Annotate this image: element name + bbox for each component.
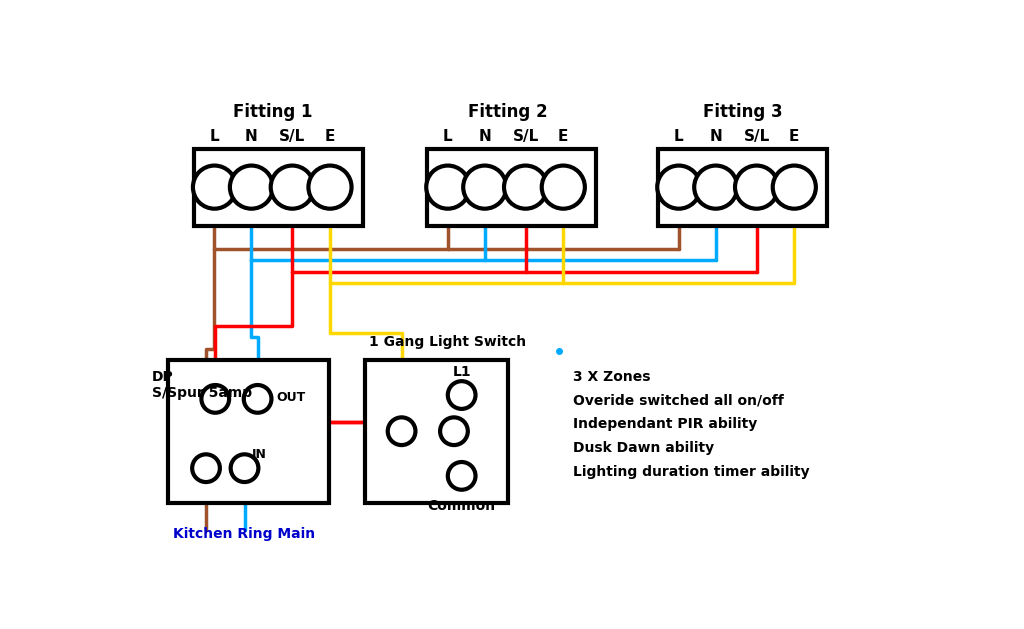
Text: E: E [558, 129, 568, 144]
Circle shape [463, 165, 506, 209]
Text: 3 X Zones
Overide switched all on/off
Independant PIR ability
Dusk Dawn ability
: 3 X Zones Overide switched all on/off In… [573, 370, 810, 479]
Text: L: L [210, 129, 219, 144]
Text: Fitting 2: Fitting 2 [468, 103, 548, 121]
Circle shape [504, 165, 547, 209]
Text: S/L: S/L [743, 129, 770, 144]
Text: L: L [674, 129, 684, 144]
Circle shape [193, 454, 220, 482]
Text: Fitting 1: Fitting 1 [233, 103, 312, 121]
Bar [427, 148, 596, 226]
Text: N: N [478, 129, 492, 144]
Circle shape [230, 165, 273, 209]
Bar [658, 148, 827, 226]
Text: E: E [790, 129, 800, 144]
Circle shape [447, 462, 475, 490]
Text: S/L: S/L [280, 129, 305, 144]
Circle shape [447, 381, 475, 409]
Circle shape [202, 385, 229, 413]
Circle shape [308, 165, 351, 209]
Circle shape [230, 454, 258, 482]
Circle shape [694, 165, 737, 209]
Circle shape [735, 165, 778, 209]
Text: E: E [325, 129, 335, 144]
Circle shape [193, 165, 237, 209]
Circle shape [244, 385, 271, 413]
Text: OUT: OUT [276, 391, 306, 404]
Text: IN: IN [252, 448, 267, 461]
Circle shape [440, 418, 468, 445]
Text: Kitchen Ring Main: Kitchen Ring Main [173, 526, 315, 541]
Text: S/L: S/L [512, 129, 539, 144]
Text: L1: L1 [453, 365, 471, 379]
Circle shape [388, 418, 416, 445]
Text: Fitting 3: Fitting 3 [702, 103, 782, 121]
Bar [194, 148, 364, 226]
Circle shape [542, 165, 585, 209]
Circle shape [270, 165, 313, 209]
Bar [168, 360, 330, 503]
Circle shape [657, 165, 700, 209]
Text: L: L [443, 129, 453, 144]
Text: N: N [245, 129, 258, 144]
Circle shape [426, 165, 469, 209]
Bar [366, 360, 508, 503]
Text: 1 Gang Light Switch: 1 Gang Light Switch [370, 335, 526, 349]
Text: DP
S/Spur 5amp: DP S/Spur 5amp [153, 370, 252, 400]
Circle shape [773, 165, 816, 209]
Text: N: N [710, 129, 722, 144]
Text: Common: Common [428, 499, 496, 513]
